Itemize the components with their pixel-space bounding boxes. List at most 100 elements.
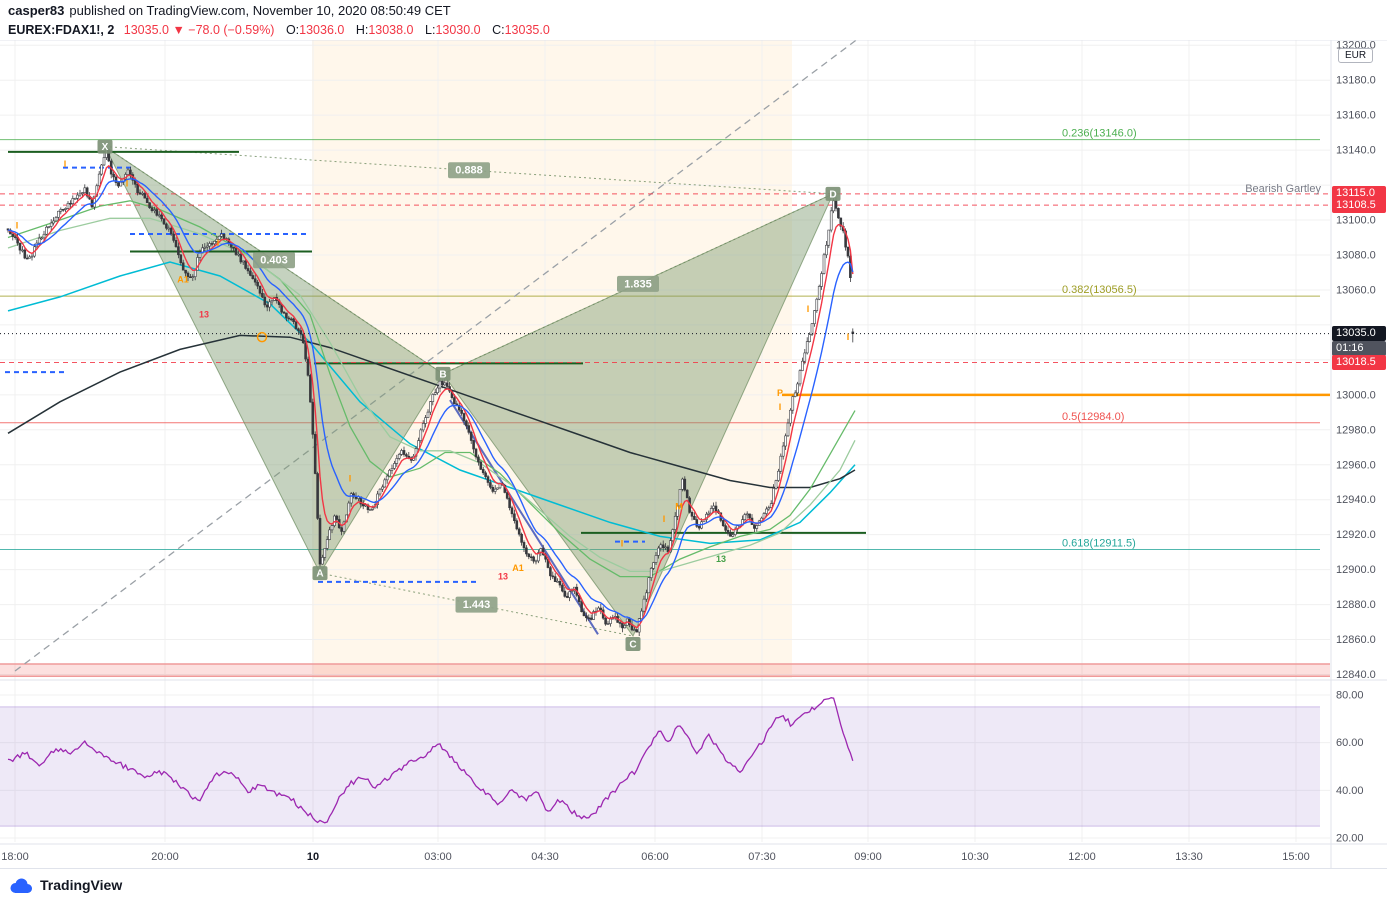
svg-text:0.403: 0.403 xyxy=(260,255,288,267)
price-change: −78.0 (−0.59%) xyxy=(188,23,275,37)
svg-text:20:00: 20:00 xyxy=(151,851,179,863)
change-arrow-icon: ▼ xyxy=(172,23,185,37)
svg-text:03:00: 03:00 xyxy=(424,851,452,863)
svg-text:12860.0: 12860.0 xyxy=(1336,634,1376,646)
svg-text:0.888: 0.888 xyxy=(455,165,483,177)
svg-text:1.443: 1.443 xyxy=(463,599,491,611)
svg-text:13000.0: 13000.0 xyxy=(1336,389,1376,401)
support-zone-band xyxy=(0,663,1330,678)
oscillator-line xyxy=(7,697,854,824)
fast-ma-red xyxy=(7,164,854,629)
circle-marker xyxy=(256,331,268,343)
currency-badge[interactable]: EUR xyxy=(1338,48,1374,63)
pivot-marker: M xyxy=(675,502,683,512)
pivot-marker: 13 xyxy=(498,572,508,582)
svg-text:B: B xyxy=(439,369,446,380)
pivot-marker: I xyxy=(807,304,810,314)
tradingview-logo-icon[interactable] xyxy=(8,876,34,894)
symbol-info-bar: EUREX:FDAX1!, 2 13035.0 ▼ −78.0 (−0.59%)… xyxy=(0,21,1387,40)
pattern-point-labels: X A B C D xyxy=(97,139,841,652)
svg-text:13180.0: 13180.0 xyxy=(1336,75,1376,87)
high-value: 13038.0 xyxy=(368,23,414,37)
close-label: C: xyxy=(492,23,505,37)
price-level-tag: 13108.5 xyxy=(1332,197,1386,213)
fib-level-label: 0.5(12984.0) xyxy=(1062,411,1124,423)
svg-text:13160.0: 13160.0 xyxy=(1336,110,1376,122)
svg-text:12900.0: 12900.0 xyxy=(1336,564,1376,576)
pivot-marker: 13 xyxy=(199,309,209,319)
svg-text:20.00: 20.00 xyxy=(1336,833,1364,845)
ema-green-fast xyxy=(7,200,856,578)
pivot-marker: 13 xyxy=(716,554,726,564)
svg-text:12920.0: 12920.0 xyxy=(1336,529,1376,541)
svg-text:13:30: 13:30 xyxy=(1175,851,1203,863)
publish-header: casper83 published on TradingView.com, No… xyxy=(0,0,1387,22)
bar-countdown-tag: 01:16 xyxy=(1332,341,1386,357)
price-level-tag: 13115.0 xyxy=(1332,186,1386,202)
svg-text:12940.0: 12940.0 xyxy=(1336,494,1376,506)
low-label: L: xyxy=(425,23,436,37)
svg-text:06:00: 06:00 xyxy=(641,851,669,863)
low-value: 13030.0 xyxy=(435,23,481,37)
fib-retracement-levels: 0.236(13146.0) 0.382(13056.5) 0.5(12984.0)… xyxy=(0,128,1320,551)
bc-trendline xyxy=(449,399,599,635)
pattern-ratio-labels: 0.403 0.888 1.835 1.443 xyxy=(253,162,659,613)
svg-text:10:30: 10:30 xyxy=(961,851,989,863)
svg-text:C: C xyxy=(629,640,636,651)
svg-text:12840.0: 12840.0 xyxy=(1336,669,1376,681)
svg-text:12:00: 12:00 xyxy=(1068,851,1096,863)
pivot-marker: I xyxy=(621,538,624,548)
oscillator-pane xyxy=(0,697,1320,827)
svg-text:13100.0: 13100.0 xyxy=(1336,215,1376,227)
pivot-marker: I xyxy=(16,220,19,230)
alert-dashed-levels xyxy=(0,193,1330,363)
open-label: O: xyxy=(285,23,300,37)
svg-text:60.00: 60.00 xyxy=(1336,737,1364,749)
last-price: 13035.0 xyxy=(123,23,169,37)
pivot-marker: I xyxy=(217,238,220,248)
ema-green-slow xyxy=(7,217,856,573)
svg-text:04:30: 04:30 xyxy=(531,851,559,863)
ema-black xyxy=(7,334,856,489)
brand-name[interactable]: TradingView xyxy=(40,876,123,893)
pivot-marker: P xyxy=(777,388,783,398)
svg-text:12980.0: 12980.0 xyxy=(1336,424,1376,436)
svg-text:D: D xyxy=(829,189,836,200)
svg-text:12880.0: 12880.0 xyxy=(1336,599,1376,611)
svg-text:X: X xyxy=(102,142,109,153)
published-text: published on TradingView.com, November 1… xyxy=(69,3,451,18)
ema-cyan xyxy=(7,261,856,545)
fib-level-label: 0.382(13056.5) xyxy=(1062,284,1137,296)
svg-text:12960.0: 12960.0 xyxy=(1336,459,1376,471)
fib-level-label: 0.618(12911.5) xyxy=(1062,538,1136,550)
pivot-marker: I xyxy=(349,474,352,484)
svg-text:07:30: 07:30 xyxy=(748,851,776,863)
fib-level-label: 0.236(13146.0) xyxy=(1062,128,1137,140)
svg-text:15:00: 15:00 xyxy=(1282,851,1310,863)
symbol-name: EUREX:FDAX1!, 2 xyxy=(8,23,115,37)
price-level-tag: 13018.5 xyxy=(1332,354,1386,370)
price-axis-labels[interactable]: 13200.013180.013160.013140.013100.013080… xyxy=(1336,40,1376,845)
fast-ma-blue xyxy=(7,178,854,623)
pattern-name-label: Bearish Gartley xyxy=(1245,183,1321,195)
svg-text:10: 10 xyxy=(307,851,319,863)
footer-bar: TradingView xyxy=(0,868,1387,900)
svg-text:13060.0: 13060.0 xyxy=(1336,284,1376,296)
svg-text:13140.0: 13140.0 xyxy=(1336,145,1376,157)
structure-lines xyxy=(8,150,866,534)
time-axis-labels[interactable]: 18:00 20:00 10 03:00 04:30 06:00 07:30 09:00 10:… xyxy=(1,851,1310,863)
diagonal-trendline xyxy=(14,30,869,672)
high-label: H: xyxy=(355,23,369,37)
svg-text:13080.0: 13080.0 xyxy=(1336,249,1376,261)
bearish-gartley-pattern xyxy=(103,145,835,638)
pivot-marker: A1 xyxy=(512,563,524,573)
svg-text:1.835: 1.835 xyxy=(624,278,652,290)
blue-dashed-levels xyxy=(5,166,645,583)
pivot-marker: I xyxy=(126,178,129,188)
pivot-marker: A1 xyxy=(177,274,189,284)
close-value: 13035.0 xyxy=(504,23,550,37)
svg-text:40.00: 40.00 xyxy=(1336,785,1364,797)
